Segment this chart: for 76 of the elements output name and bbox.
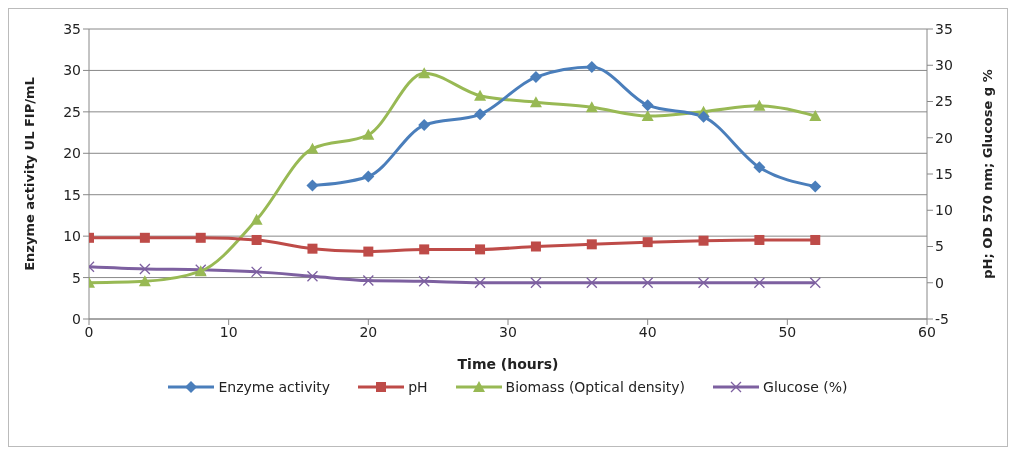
point xyxy=(362,274,374,287)
point xyxy=(642,277,654,289)
y2-tick-label: 30 xyxy=(935,57,953,74)
y-tick-label: 20 xyxy=(63,145,81,162)
point xyxy=(809,110,822,121)
y-tick-label: 10 xyxy=(63,228,81,245)
y-tick-label: 30 xyxy=(63,62,81,79)
y2-axis-title: pH; OD 570 nm; Glucose g % xyxy=(979,69,995,279)
point xyxy=(474,277,486,289)
point xyxy=(529,71,542,84)
point xyxy=(586,277,598,289)
y-tick-label: 35 xyxy=(63,20,81,37)
y-tick-label: 0 xyxy=(72,310,81,327)
point xyxy=(363,246,374,257)
y2-tick-label: 35 xyxy=(935,20,953,37)
point xyxy=(641,110,654,121)
y2-tick-label: 10 xyxy=(935,202,953,219)
point xyxy=(419,244,430,255)
y2-tick-label: 25 xyxy=(935,93,953,110)
point xyxy=(362,128,375,140)
point xyxy=(306,142,319,154)
y-axis-title: Enzyme activity UL FIP/mL xyxy=(21,77,37,271)
point xyxy=(753,277,766,289)
x-tick-label: 0 xyxy=(84,323,94,340)
point xyxy=(138,275,151,287)
point xyxy=(307,243,318,254)
y2-tick-label: 20 xyxy=(935,129,953,146)
point xyxy=(753,161,766,174)
x-tick-label: 50 xyxy=(778,323,797,340)
point xyxy=(250,213,263,225)
point xyxy=(418,275,430,287)
point xyxy=(641,99,654,112)
x-tick-label: 20 xyxy=(359,323,378,340)
point xyxy=(250,266,263,278)
y2-tick-label: 15 xyxy=(935,165,953,182)
y2-tick-label: 5 xyxy=(935,238,944,255)
point xyxy=(306,270,319,282)
point xyxy=(585,101,598,113)
point xyxy=(362,170,375,183)
x-tick-label: 60 xyxy=(918,323,936,340)
point xyxy=(139,263,151,275)
point xyxy=(697,277,710,289)
point xyxy=(809,180,822,193)
x-tick-label: 30 xyxy=(499,323,517,340)
point xyxy=(530,277,542,289)
legend-label: Enzyme activity xyxy=(218,379,331,395)
y-tick-label: 15 xyxy=(63,186,81,203)
point xyxy=(139,232,150,243)
y2-tick-label: 0 xyxy=(935,274,944,291)
point xyxy=(809,277,821,289)
point xyxy=(529,96,542,108)
point xyxy=(474,108,487,121)
x-axis-title: Time (hours) xyxy=(457,356,559,372)
point xyxy=(698,235,709,246)
point xyxy=(754,234,765,245)
point xyxy=(251,234,262,245)
legend-label: Biomass (Optical density) xyxy=(505,379,686,395)
point xyxy=(306,179,319,192)
point xyxy=(810,234,821,245)
y2-tick-label: -5 xyxy=(935,310,949,327)
y-tick-label: 5 xyxy=(72,269,81,286)
x-tick-label: 10 xyxy=(219,323,238,340)
point xyxy=(586,239,597,250)
legend-label: Glucose (%) xyxy=(763,379,848,395)
point xyxy=(195,232,206,243)
point xyxy=(753,99,766,111)
point xyxy=(474,89,487,101)
point xyxy=(418,119,431,132)
point xyxy=(697,110,710,123)
legend-label: pH xyxy=(408,379,428,395)
point xyxy=(475,244,486,255)
point xyxy=(418,67,431,79)
point xyxy=(642,237,653,248)
point xyxy=(530,241,541,252)
x-tick-label: 40 xyxy=(638,323,657,340)
y-tick-label: 25 xyxy=(63,103,81,120)
